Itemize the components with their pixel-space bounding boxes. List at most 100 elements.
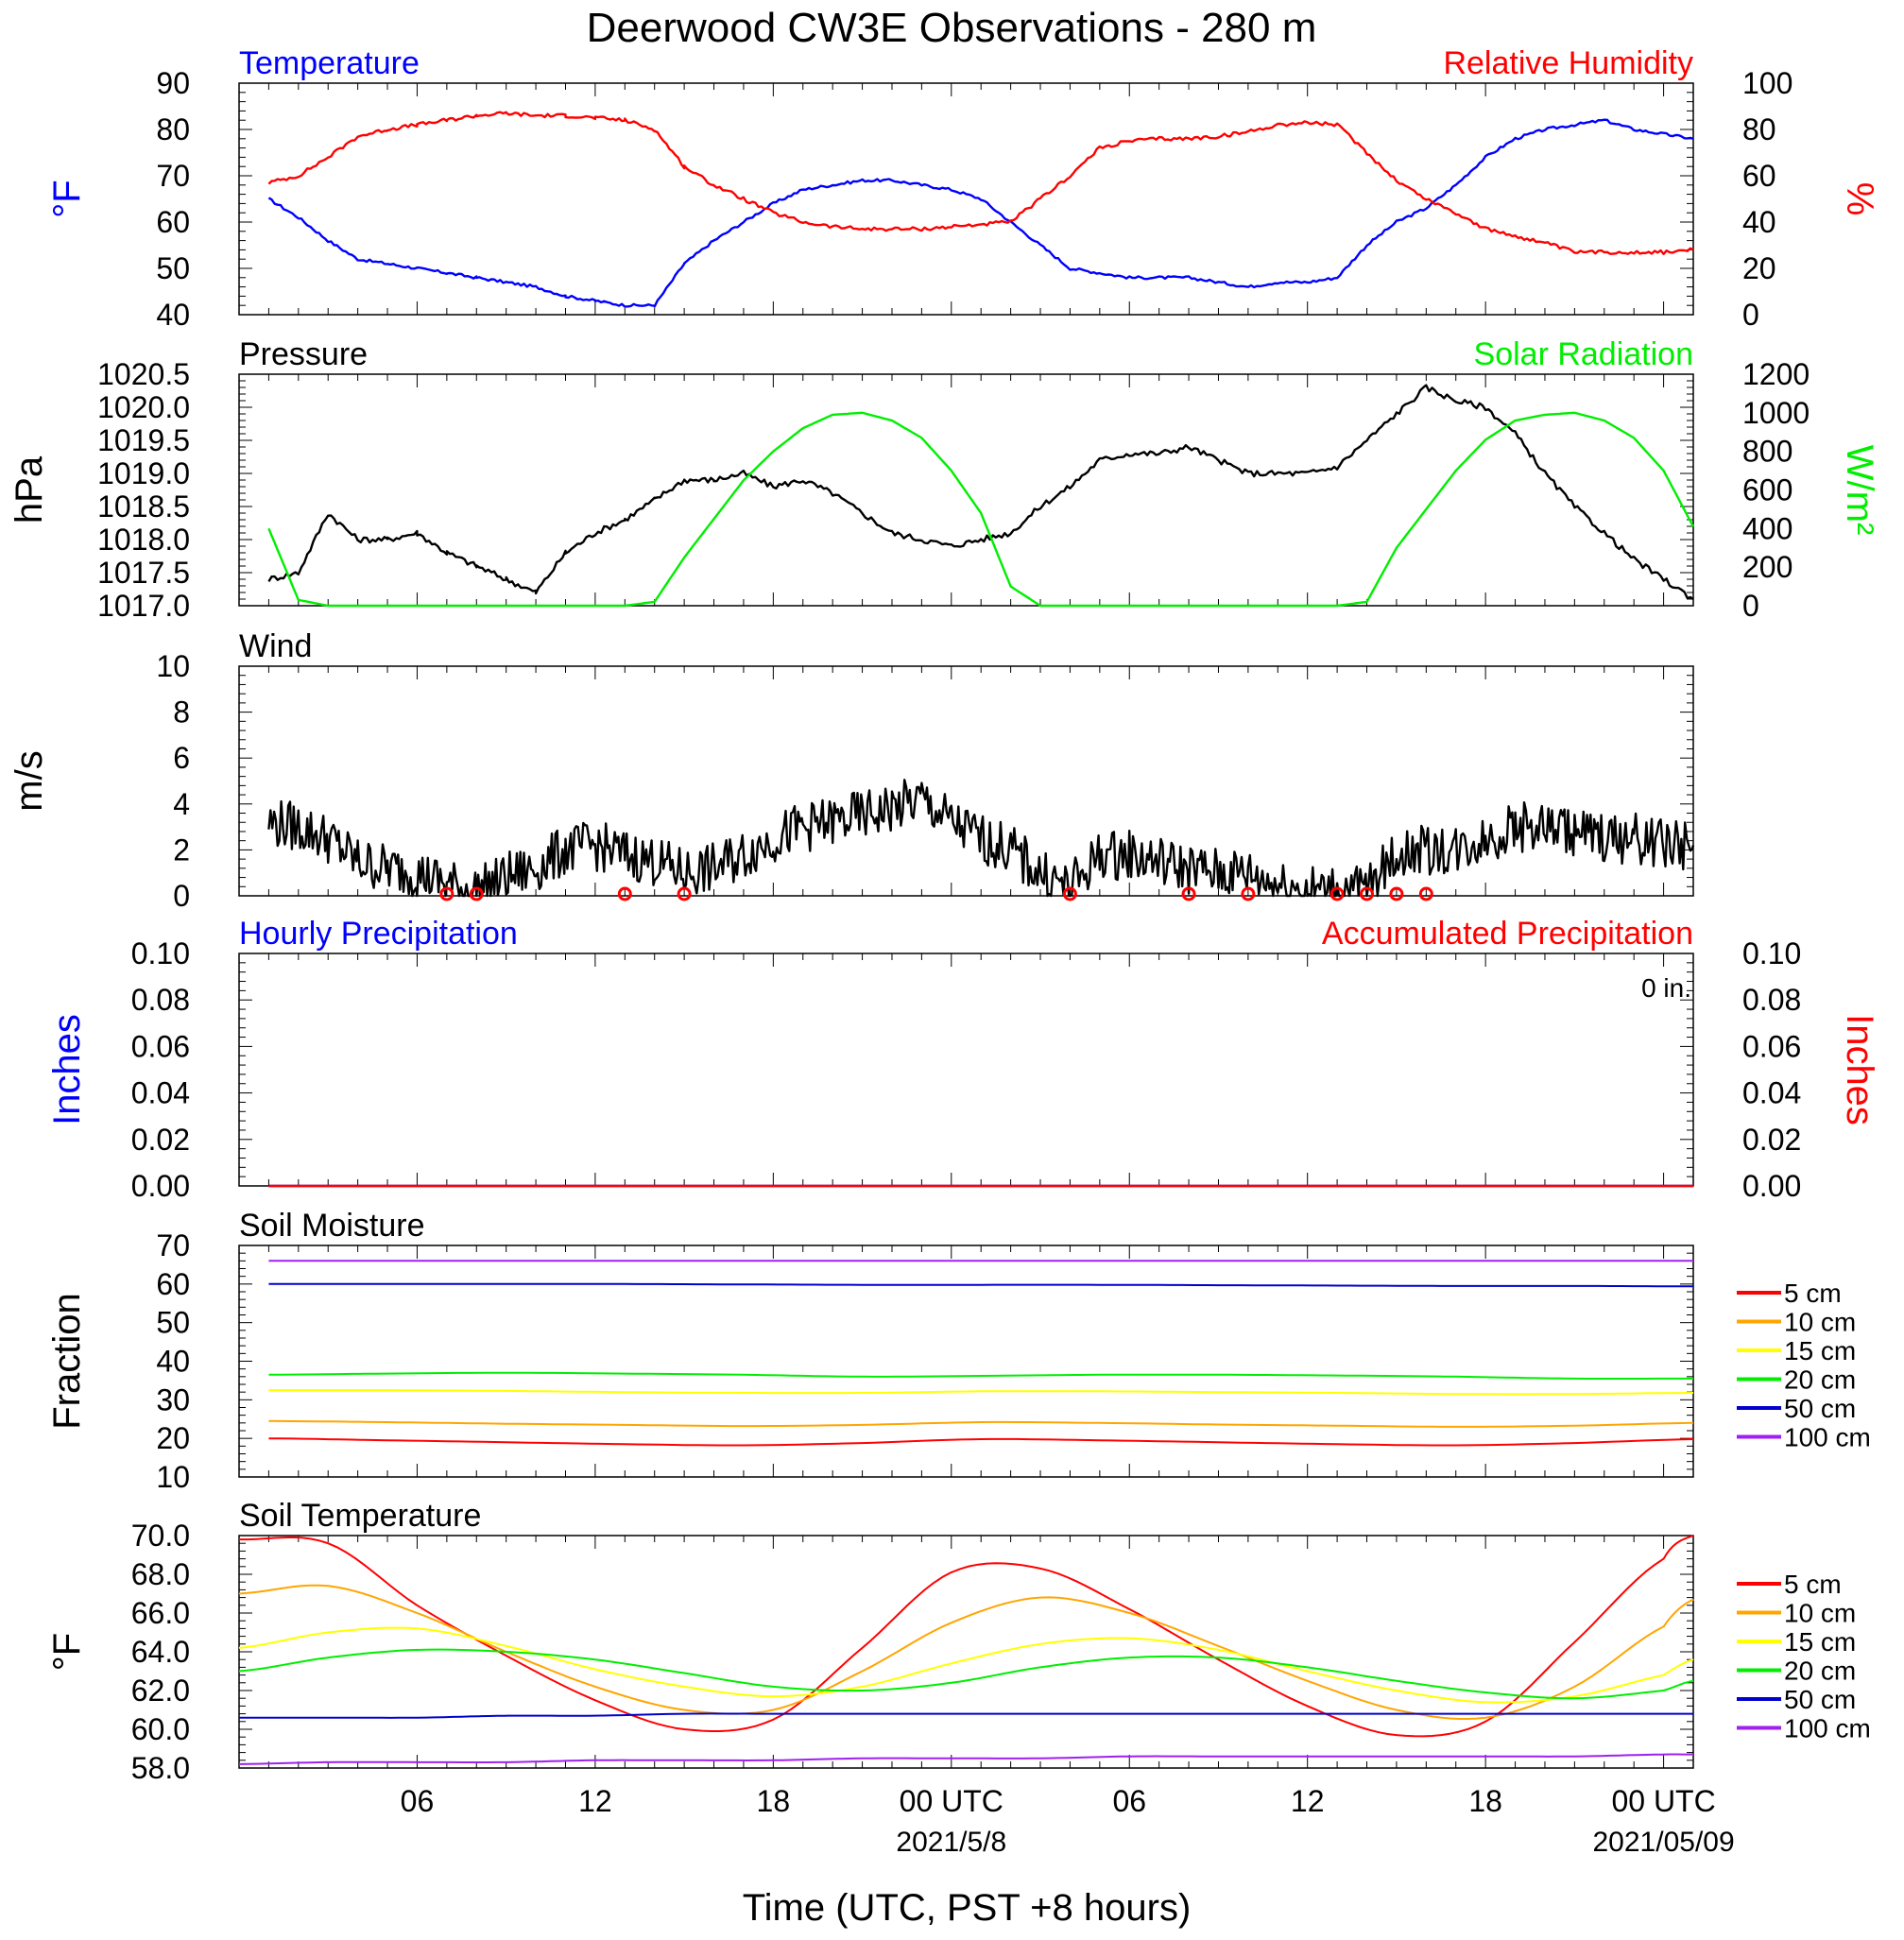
y-axis-label-left: °F [46,180,88,217]
y-tick-label-right: 40 [1742,205,1776,239]
legend-label: 20 cm [1784,1365,1856,1395]
legend-label: 20 cm [1784,1657,1856,1686]
y-tick-label-right: 0.10 [1742,936,1801,970]
y-tick-label-right: 200 [1742,550,1793,584]
y-tick-label-left: 60 [156,205,190,239]
x-tick-label: 06 [1112,1784,1146,1818]
y-tick-label-left: 70 [156,159,190,193]
y-tick-label-left: 80 [156,112,190,146]
plot-frame [238,373,1694,607]
y-tick-label-left: 60 [156,1267,190,1301]
y-tick-label-right: 0 [1742,298,1759,332]
legend-label: 15 cm [1784,1336,1856,1365]
plot-frame [238,953,1694,1187]
y-tick-label-left: 0.06 [131,1029,190,1063]
y-tick-label-left: 1018.5 [97,489,190,524]
y-tick-label-left: 10 [156,649,190,683]
x-tick-label: 00 UTC [900,1784,1003,1818]
calm-wind-marker [677,886,692,901]
20-cm-line [268,1371,1693,1380]
x-tick-label: 06 [401,1784,435,1818]
y-axis-label-left: hPa [9,455,50,524]
y-tick-label-left: 4 [173,787,190,821]
x-tick-label: 00 UTC [1611,1784,1715,1818]
legend-label: 100 cm [1784,1423,1871,1452]
y-tick-label-left: 60.0 [131,1712,190,1746]
time-axis: 06 12 18 00 UTC 06 12 18 00 UTC 2021/5/8 2021/05/… [401,1784,1735,1858]
y-tick-label-right: 400 [1742,511,1793,545]
legend-label: 10 cm [1784,1599,1856,1628]
y-tick-label-left: 90 [156,66,190,100]
y-tick-label-left: 1017.0 [97,589,190,623]
10-cm-line [268,1419,1694,1428]
y-tick-label-left: 0.04 [131,1076,190,1110]
y-tick-label-left: 1020.0 [97,390,190,424]
y-tick-label-left: 1019.5 [97,423,190,457]
y-tick-label-left: 6 [173,741,190,775]
y-tick-label-right: 60 [1742,159,1776,193]
x-date-label: 2021/5/8 [896,1827,1006,1858]
50-cm-line [239,1712,1693,1719]
y-tick-label-left: 66.0 [131,1596,190,1630]
x-date-label: 2021/05/09 [1593,1827,1735,1858]
y-tick-label-left: 70 [156,1228,190,1262]
panel-6: 58.0 60.0 62.0 64.0 66.0 68.0 70.0 Soil Tempera… [46,1498,1694,1785]
100-cm-line [238,1753,1693,1765]
y-tick-label-left: 70.0 [131,1519,190,1553]
legend-label: 50 cm [1784,1394,1856,1423]
y-tick-label-left: 1019.0 [97,456,190,490]
y-axis-label-left: °F [46,1633,88,1671]
relative-humidity-line [267,111,1694,255]
panel-title-left: Soil Moisture [239,1208,425,1244]
panel-4: 0.00 0.02 0.04 0.06 0.08 0.10 0.00 0.02 0.04 0.06… [46,916,1880,1203]
legend-label: 5 cm [1784,1570,1842,1599]
y-tick-label-right: 100 [1742,66,1793,100]
panel-title-left: Soil Temperature [239,1498,481,1534]
y-tick-label-left: 1018.0 [97,523,190,557]
pressure-line [267,384,1694,601]
y-tick-label-left: 1020.5 [97,357,190,391]
y-tick-label-right: 80 [1742,112,1776,146]
plot-area [238,1535,1694,1765]
y-tick-label-right: 20 [1742,251,1776,285]
plot-frame [238,82,1694,316]
panel-title-right: Relative Humidity [1443,45,1693,81]
panel-3: 0 2 4 6 8 10 Wind m/s [9,628,1695,913]
panel-title-left: Wind [239,628,312,664]
calm-wind-marker [1418,886,1433,901]
y-tick-label-left: 20 [156,1421,190,1455]
y-tick-label-left: 58.0 [131,1751,190,1785]
calm-wind-marker [1360,886,1375,901]
panel-title-right: Solar Radiation [1474,336,1693,372]
calm-wind-marker [1329,886,1345,901]
y-axis-label-right: W/m² [1839,445,1880,536]
chart-title: Deerwood CW3E Observations - 280 m [587,5,1317,51]
y-tick-label-left: 68.0 [131,1557,190,1591]
y-tick-label-left: 2 [173,833,190,867]
y-tick-label-right: 0.00 [1742,1169,1801,1203]
y-tick-label-left: 0 [173,879,190,913]
legend-label: 100 cm [1784,1714,1871,1743]
y-tick-label-left: 50 [156,251,190,285]
x-tick-label: 12 [578,1784,612,1818]
plot-area [268,1260,1694,1447]
calm-wind-marker [1241,886,1256,901]
panel-1: 40 50 60 70 80 90 0 20 40 60 80 100 Temperature Relat… [46,45,1880,332]
y-tick-label-right: 600 [1742,473,1793,507]
plot-frame [238,665,1694,897]
y-tick-label-left: 0.00 [131,1169,190,1203]
y-axis-label-left: Inches [46,1014,88,1125]
y-tick-label-left: 1017.5 [97,556,190,590]
y-tick-label-right: 0.04 [1742,1076,1801,1110]
panel-title-left: Temperature [239,45,420,81]
calm-wind-marker [439,886,455,901]
panel-title-left: Hourly Precipitation [239,916,518,952]
y-tick-label-left: 0.02 [131,1123,190,1157]
y-tick-label-left: 8 [173,695,190,730]
panel-title-left: Pressure [239,336,368,372]
accumulated-total: 0 in. [1641,973,1691,1003]
